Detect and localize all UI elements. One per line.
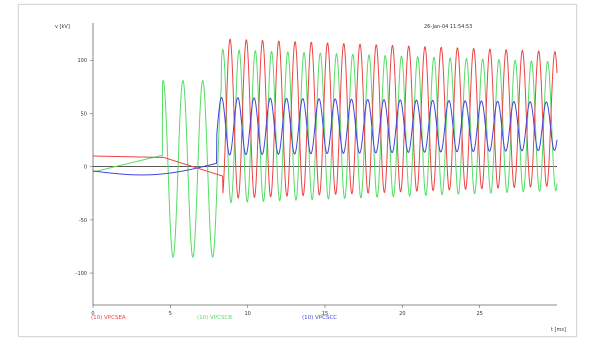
x-tick-label: 0 bbox=[91, 311, 94, 317]
legend-series-c: (10) VPCSCC bbox=[302, 315, 338, 321]
y-axis-label: v [kV] bbox=[55, 24, 70, 30]
y-tick-label: 0 bbox=[84, 165, 87, 171]
series-line-vpcsea bbox=[93, 38, 558, 199]
legend-series-a: (10) VPCSEA bbox=[91, 315, 126, 321]
plot-window: 100 50 0 -50 -100 0 5 10 15 20 25 26-Jan-04 11:54:… bbox=[18, 4, 577, 337]
x-tick-label: 15 bbox=[322, 311, 328, 317]
legend-series-b: (10) VPCSCB bbox=[197, 315, 233, 321]
x-tick-label: 25 bbox=[476, 311, 482, 317]
y-tick-label: 100 bbox=[77, 58, 87, 64]
y-tick-label: -50 bbox=[79, 218, 87, 224]
line-chart: 100 50 0 -50 -100 0 5 10 15 20 25 bbox=[76, 23, 558, 317]
x-tick-label: 5 bbox=[169, 311, 172, 317]
y-tick-label: 50 bbox=[81, 111, 87, 117]
series-line-vpcscc bbox=[92, 96, 558, 176]
x-tick-label: 10 bbox=[244, 311, 250, 317]
x-axis-label: t [ms] bbox=[551, 327, 566, 333]
timestamp: 26-Jan-04 11:54:53 bbox=[424, 24, 473, 30]
y-tick-label: -100 bbox=[76, 271, 87, 277]
x-tick-label: 20 bbox=[399, 311, 405, 317]
